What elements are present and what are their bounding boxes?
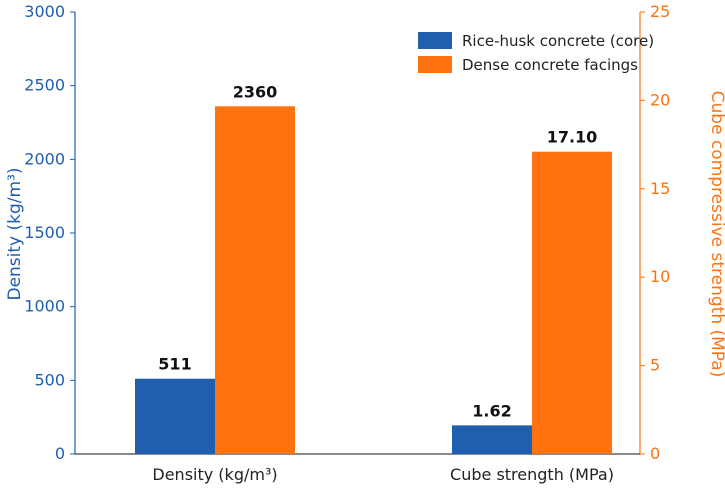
bar [215,106,295,454]
x-category-label: Density (kg/m³) [152,465,277,484]
y-right-tick-label: 10 [650,267,670,286]
y-right-tick-label: 15 [650,179,670,198]
bars [135,106,612,454]
y-left-tick-label: 1000 [24,297,65,316]
bar [135,378,215,454]
y-right-tick-label: 20 [650,90,670,109]
x-category-label: Cube strength (MPa) [450,465,614,484]
y-left-tick-label: 2500 [24,76,65,95]
y-right-tick-label: 5 [650,356,660,375]
bar-value-label: 2360 [233,82,278,101]
y-right-tick-label: 0 [650,444,660,463]
axes: 0 500 1000 1500 2000 2500 3000 0 5 10 15 20 25 Densit… [24,2,670,484]
bar [532,151,612,454]
bar [452,425,532,454]
y-left-tick-label: 0 [55,444,65,463]
legend-label-rice-husk: Rice-husk concrete (core) [462,32,654,50]
legend-swatch-rice-husk [418,32,452,49]
bar-value-label: 17.10 [547,128,598,147]
y-axis-left-title: Density (kg/m³) [5,167,25,300]
data-labels: 511 1.62 2360 17.10 [158,82,597,420]
bar-value-label: 1.62 [472,401,511,420]
y-axis-right-title: Cube compressive strength (MPa) [707,91,725,378]
y-left-tick-label: 500 [34,370,65,389]
y-left-tick-label: 3000 [24,2,65,21]
y-left-tick-label: 1500 [24,223,65,242]
legend-swatch-dense-facings [418,56,452,73]
legend-label-dense-facings: Dense concrete facings [462,56,638,74]
legend: Rice-husk concrete (core) Dense concrete… [418,32,654,74]
y-left-tick-label: 2000 [24,149,65,168]
y-right-tick-label: 25 [650,2,670,21]
bar-value-label: 511 [158,355,191,374]
